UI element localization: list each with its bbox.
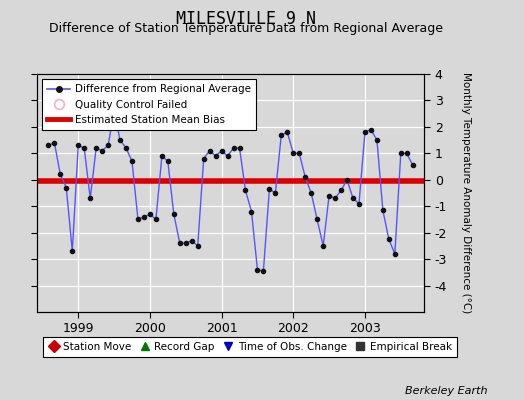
Text: Berkeley Earth: Berkeley Earth <box>405 386 487 396</box>
Text: MILESVILLE 9 N: MILESVILLE 9 N <box>176 10 316 28</box>
Legend: Station Move, Record Gap, Time of Obs. Change, Empirical Break: Station Move, Record Gap, Time of Obs. C… <box>43 337 457 357</box>
Legend: Difference from Regional Average, Quality Control Failed, Estimated Station Mean: Difference from Regional Average, Qualit… <box>42 79 256 130</box>
Y-axis label: Monthly Temperature Anomaly Difference (°C): Monthly Temperature Anomaly Difference (… <box>461 72 471 314</box>
Text: Difference of Station Temperature Data from Regional Average: Difference of Station Temperature Data f… <box>49 22 443 35</box>
